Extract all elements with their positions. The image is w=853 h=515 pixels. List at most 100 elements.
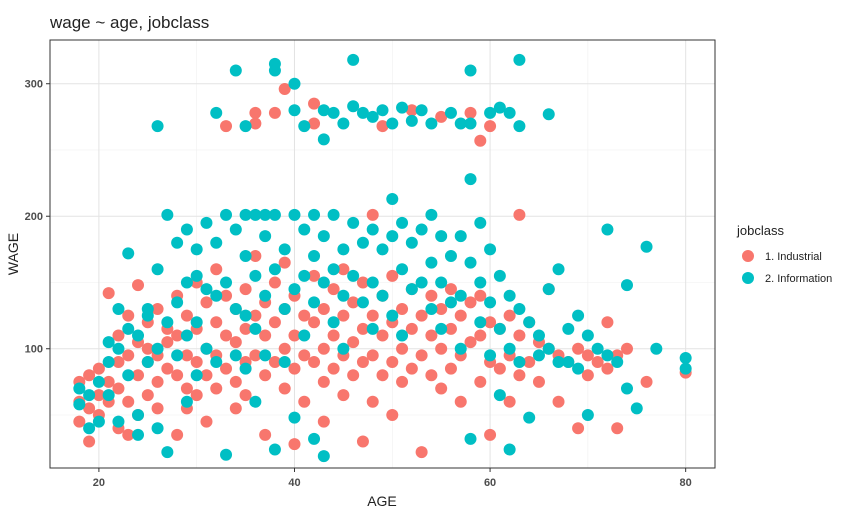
data-point (611, 422, 624, 435)
data-point (337, 263, 350, 276)
data-point (562, 355, 575, 368)
data-point (112, 302, 125, 315)
data-point (229, 336, 242, 349)
data-point (151, 402, 164, 415)
data-point (141, 302, 154, 315)
data-point (347, 216, 360, 229)
data-point (454, 395, 467, 408)
data-point (151, 263, 164, 276)
data-point (591, 355, 604, 368)
data-point (503, 309, 516, 322)
data-point (83, 402, 96, 415)
data-point (484, 106, 497, 119)
data-point (132, 369, 145, 382)
y-axis: 100 200 300 (25, 79, 50, 356)
legend-key (742, 250, 754, 262)
data-point (396, 263, 409, 276)
data-point (220, 289, 233, 302)
data-point (102, 287, 115, 300)
data-point (601, 362, 614, 375)
data-point (484, 428, 497, 441)
data-point (484, 243, 497, 256)
data-point (249, 269, 262, 282)
y-tick-label: 200 (25, 211, 43, 223)
data-point (210, 382, 223, 395)
data-point (523, 411, 536, 424)
data-point (581, 329, 594, 342)
data-point (366, 309, 379, 322)
data-point (513, 302, 526, 315)
data-point (180, 349, 193, 362)
data-point (376, 104, 389, 117)
data-point (239, 249, 252, 262)
data-point (444, 283, 457, 296)
data-point (210, 316, 223, 329)
data-point (151, 120, 164, 133)
data-point (151, 302, 164, 315)
data-point (229, 349, 242, 362)
legend-label: 2. Information (765, 273, 832, 285)
data-point (308, 296, 321, 309)
data-point (259, 289, 272, 302)
data-point (220, 276, 233, 289)
data-point (327, 208, 340, 221)
data-point (161, 316, 174, 329)
data-point (229, 402, 242, 415)
data-point (122, 395, 135, 408)
data-point (308, 355, 321, 368)
data-point (366, 395, 379, 408)
data-point (268, 276, 281, 289)
data-point (532, 329, 545, 342)
data-point (327, 283, 340, 296)
data-point (415, 276, 428, 289)
data-point (386, 193, 399, 206)
legend: jobclass 1. Industrial 2. Information (736, 223, 832, 285)
data-point (396, 302, 409, 315)
data-point (268, 208, 281, 221)
data-point (366, 349, 379, 362)
data-point (347, 336, 360, 349)
data-point (474, 289, 487, 302)
data-point (210, 236, 223, 249)
data-point (268, 106, 281, 119)
data-point (396, 101, 409, 114)
data-point (513, 329, 526, 342)
data-point (366, 322, 379, 335)
plot-panel-border (49, 39, 716, 469)
data-point (141, 389, 154, 402)
data-point (278, 355, 291, 368)
data-point (308, 316, 321, 329)
data-point (239, 283, 252, 296)
data-point (327, 263, 340, 276)
data-point (92, 375, 105, 388)
data-point (210, 289, 223, 302)
x-tick-label: 60 (484, 477, 496, 489)
legend-key (742, 272, 754, 284)
data-point (435, 230, 448, 243)
data-point (425, 117, 438, 130)
data-point (347, 100, 360, 113)
data-point (386, 355, 399, 368)
data-point (259, 329, 272, 342)
data-point (503, 395, 516, 408)
data-point (161, 208, 174, 221)
data-point (190, 269, 203, 282)
data-point (268, 355, 281, 368)
data-point (435, 322, 448, 335)
data-point (132, 279, 145, 292)
data-point (415, 446, 428, 459)
data-point (356, 435, 369, 448)
data-point (572, 309, 585, 322)
data-point (542, 108, 555, 121)
data-point (337, 389, 350, 402)
data-point (337, 342, 350, 355)
data-point (620, 279, 633, 292)
data-point (562, 322, 575, 335)
data-point (171, 349, 184, 362)
data-point (220, 448, 233, 461)
data-point (356, 276, 369, 289)
data-point (503, 342, 516, 355)
data-point (454, 309, 467, 322)
data-point (249, 309, 262, 322)
data-point (464, 117, 477, 130)
